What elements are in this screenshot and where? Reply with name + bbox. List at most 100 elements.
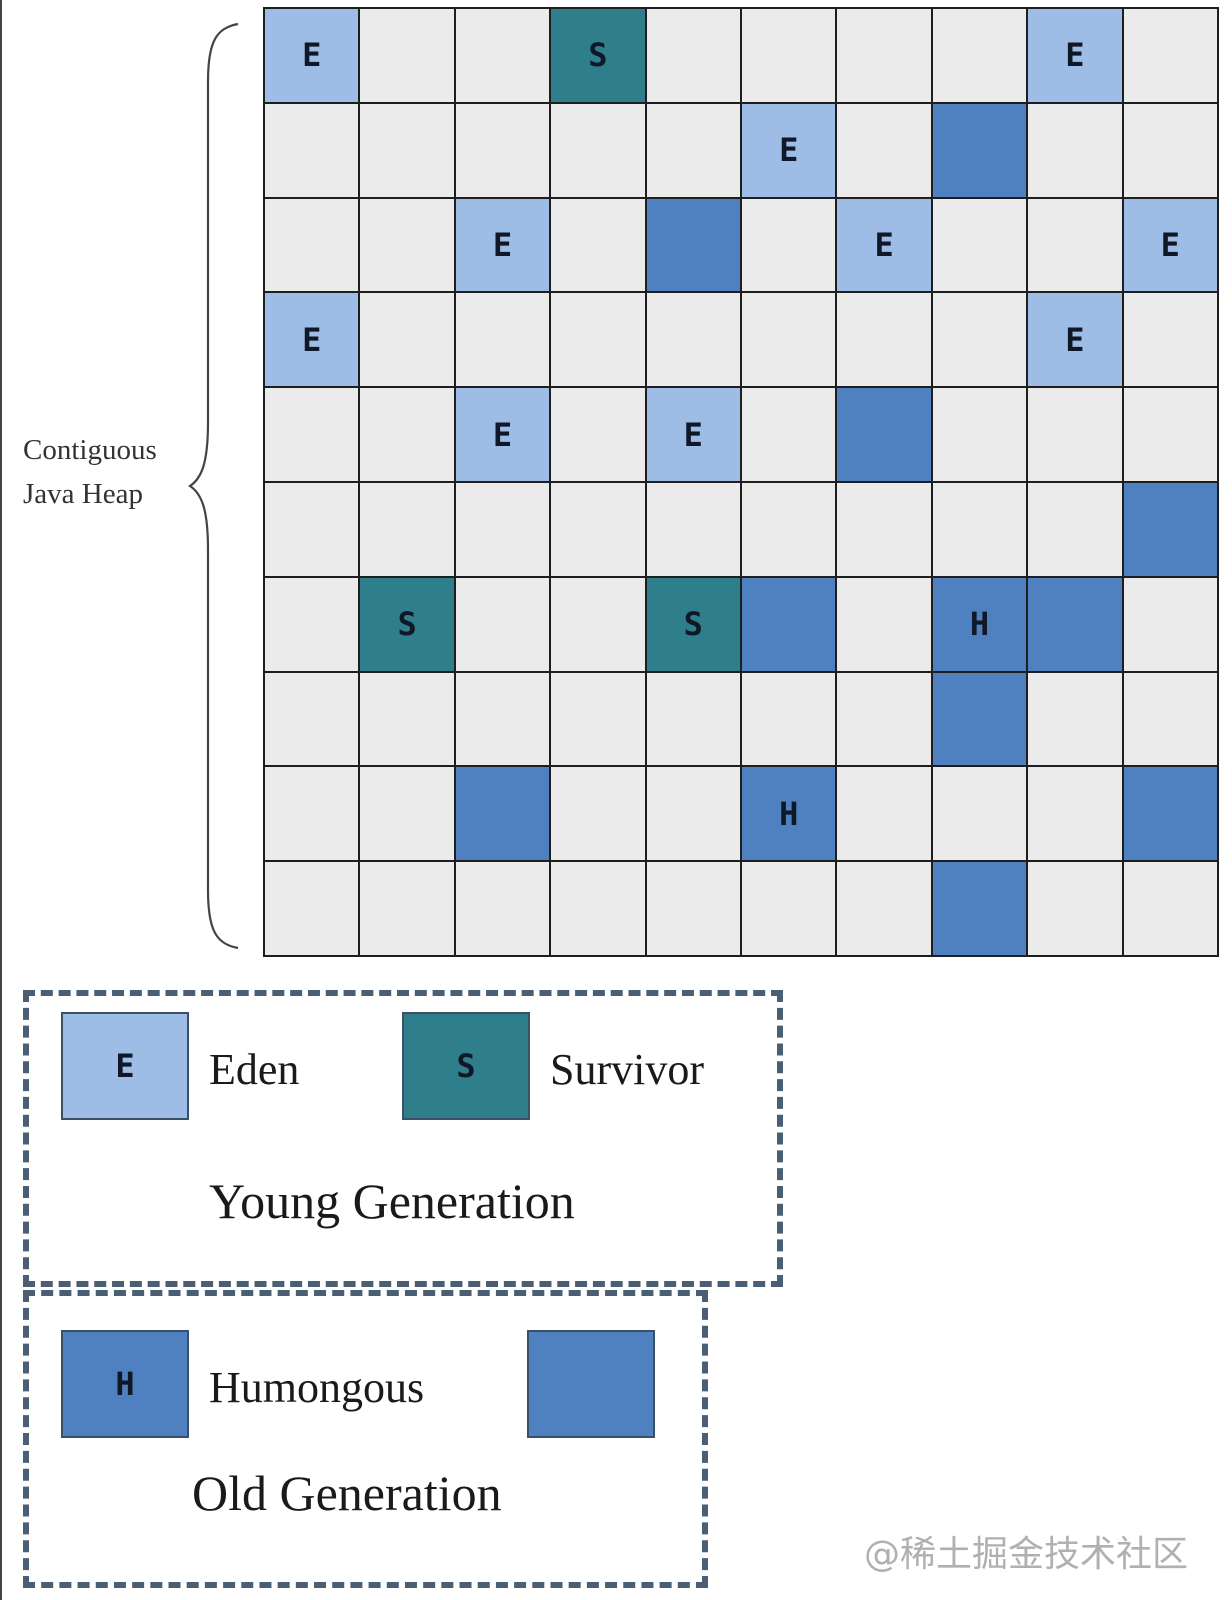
heap-region-free (932, 388, 1027, 481)
heap-region-free (360, 767, 454, 861)
heap-region-free (742, 672, 836, 766)
heap-region-free (1028, 103, 1122, 197)
heap-region-free (265, 672, 359, 766)
heap-label: Contiguous Java Heap (23, 428, 193, 516)
heap-region-free (551, 293, 645, 387)
heap-region-eden: E (1123, 198, 1217, 292)
heap-region-free (360, 293, 454, 387)
old-generation-legend: H Humongous Old Generation (23, 1290, 708, 1588)
heap-region-old (1028, 577, 1122, 671)
heap-region-free (837, 9, 931, 102)
heap-region-free (837, 103, 931, 197)
heap-region-free (646, 672, 740, 766)
heap-region-free (551, 388, 645, 481)
heap-region-free (551, 483, 645, 576)
heap-region-free (742, 483, 836, 576)
heap-region-free (932, 767, 1027, 861)
heap-region-free (455, 9, 550, 102)
heap-region-free (265, 198, 359, 292)
heap-region-old (742, 577, 836, 671)
heap-region-old (1123, 483, 1217, 576)
heap-region-eden: E (1028, 9, 1122, 102)
survivor-label: Survivor (550, 1045, 704, 1094)
heap-region-free (646, 293, 740, 387)
heap-region-old (1123, 767, 1217, 861)
heap-region-eden: E (837, 198, 931, 292)
survivor-swatch: S (402, 1012, 530, 1120)
heap-region-free (455, 103, 550, 197)
heap-region-free (1123, 388, 1217, 481)
heap-region-free (265, 862, 359, 955)
heap-region-old (932, 672, 1027, 766)
left-border-line (0, 0, 2, 1600)
heap-region-free (646, 103, 740, 197)
watermark: @稀土掘金技术社区 (864, 1534, 1189, 1575)
heap-region-survivor: S (360, 577, 454, 671)
heap-region-free (837, 577, 931, 671)
heap-region-eden: E (742, 103, 836, 197)
heap-region-old (646, 198, 740, 292)
heap-region-free (360, 388, 454, 481)
heap-region-free (932, 198, 1027, 292)
heap-region-free (360, 198, 454, 292)
heap-region-free (1028, 862, 1122, 955)
heap-region-free (1123, 672, 1217, 766)
heap-region-free (551, 767, 645, 861)
heap-region-free (932, 293, 1027, 387)
heap-region-free (1028, 767, 1122, 861)
heap-region-free (360, 9, 454, 102)
heap-region-free (1028, 388, 1122, 481)
heap-region-free (455, 293, 550, 387)
humongous-label: Humongous (209, 1363, 425, 1412)
heap-region-free (837, 862, 931, 955)
eden-label: Eden (209, 1045, 300, 1094)
heap-region-eden: E (455, 198, 550, 292)
heap-region-free (360, 672, 454, 766)
heap-region-free (1123, 577, 1217, 671)
heap-region-free (932, 9, 1027, 102)
heap-region-free (1028, 483, 1122, 576)
heap-region-free (1123, 9, 1217, 102)
eden-swatch: E (61, 1012, 189, 1120)
heap-region-free (265, 577, 359, 671)
heap-label-line-1: Contiguous (23, 434, 157, 466)
heap-region-free (455, 577, 550, 671)
heap-region-survivor: S (646, 577, 740, 671)
old-region-swatch (527, 1330, 655, 1438)
heap-region-old (932, 103, 1027, 197)
humongous-swatch: H (61, 1330, 189, 1438)
heap-region-free (646, 483, 740, 576)
heap-region-survivor: S (551, 9, 645, 102)
heap-region-humongous: H (742, 767, 836, 861)
young-generation-legend: E Eden S Survivor Young Generation (23, 990, 783, 1287)
heap-region-eden: E (646, 388, 740, 481)
heap-region-free (1123, 862, 1217, 955)
heap-region-free (837, 767, 931, 861)
heap-region-free (265, 103, 359, 197)
heap-region-free (742, 198, 836, 292)
heap-brace-icon (188, 22, 239, 950)
heap-region-free (551, 103, 645, 197)
heap-region-old (455, 767, 550, 861)
heap-region-free (360, 103, 454, 197)
heap-region-free (551, 862, 645, 955)
heap-region-free (551, 198, 645, 292)
young-generation-title: Young Generation (209, 1173, 575, 1229)
heap-region-free (265, 483, 359, 576)
heap-region-free (360, 862, 454, 955)
heap-region-eden: E (265, 293, 359, 387)
heap-region-free (742, 862, 836, 955)
heap-region-free (932, 483, 1027, 576)
heap-region-free (265, 767, 359, 861)
heap-region-free (742, 9, 836, 102)
heap-region-free (455, 483, 550, 576)
heap-region-free (837, 672, 931, 766)
heap-region-eden: E (265, 9, 359, 102)
heap-region-free (360, 483, 454, 576)
heap-region-free (1028, 198, 1122, 292)
heap-region-free (646, 862, 740, 955)
heap-region-free (551, 672, 645, 766)
heap-region-free (1123, 293, 1217, 387)
heap-region-free (837, 293, 931, 387)
